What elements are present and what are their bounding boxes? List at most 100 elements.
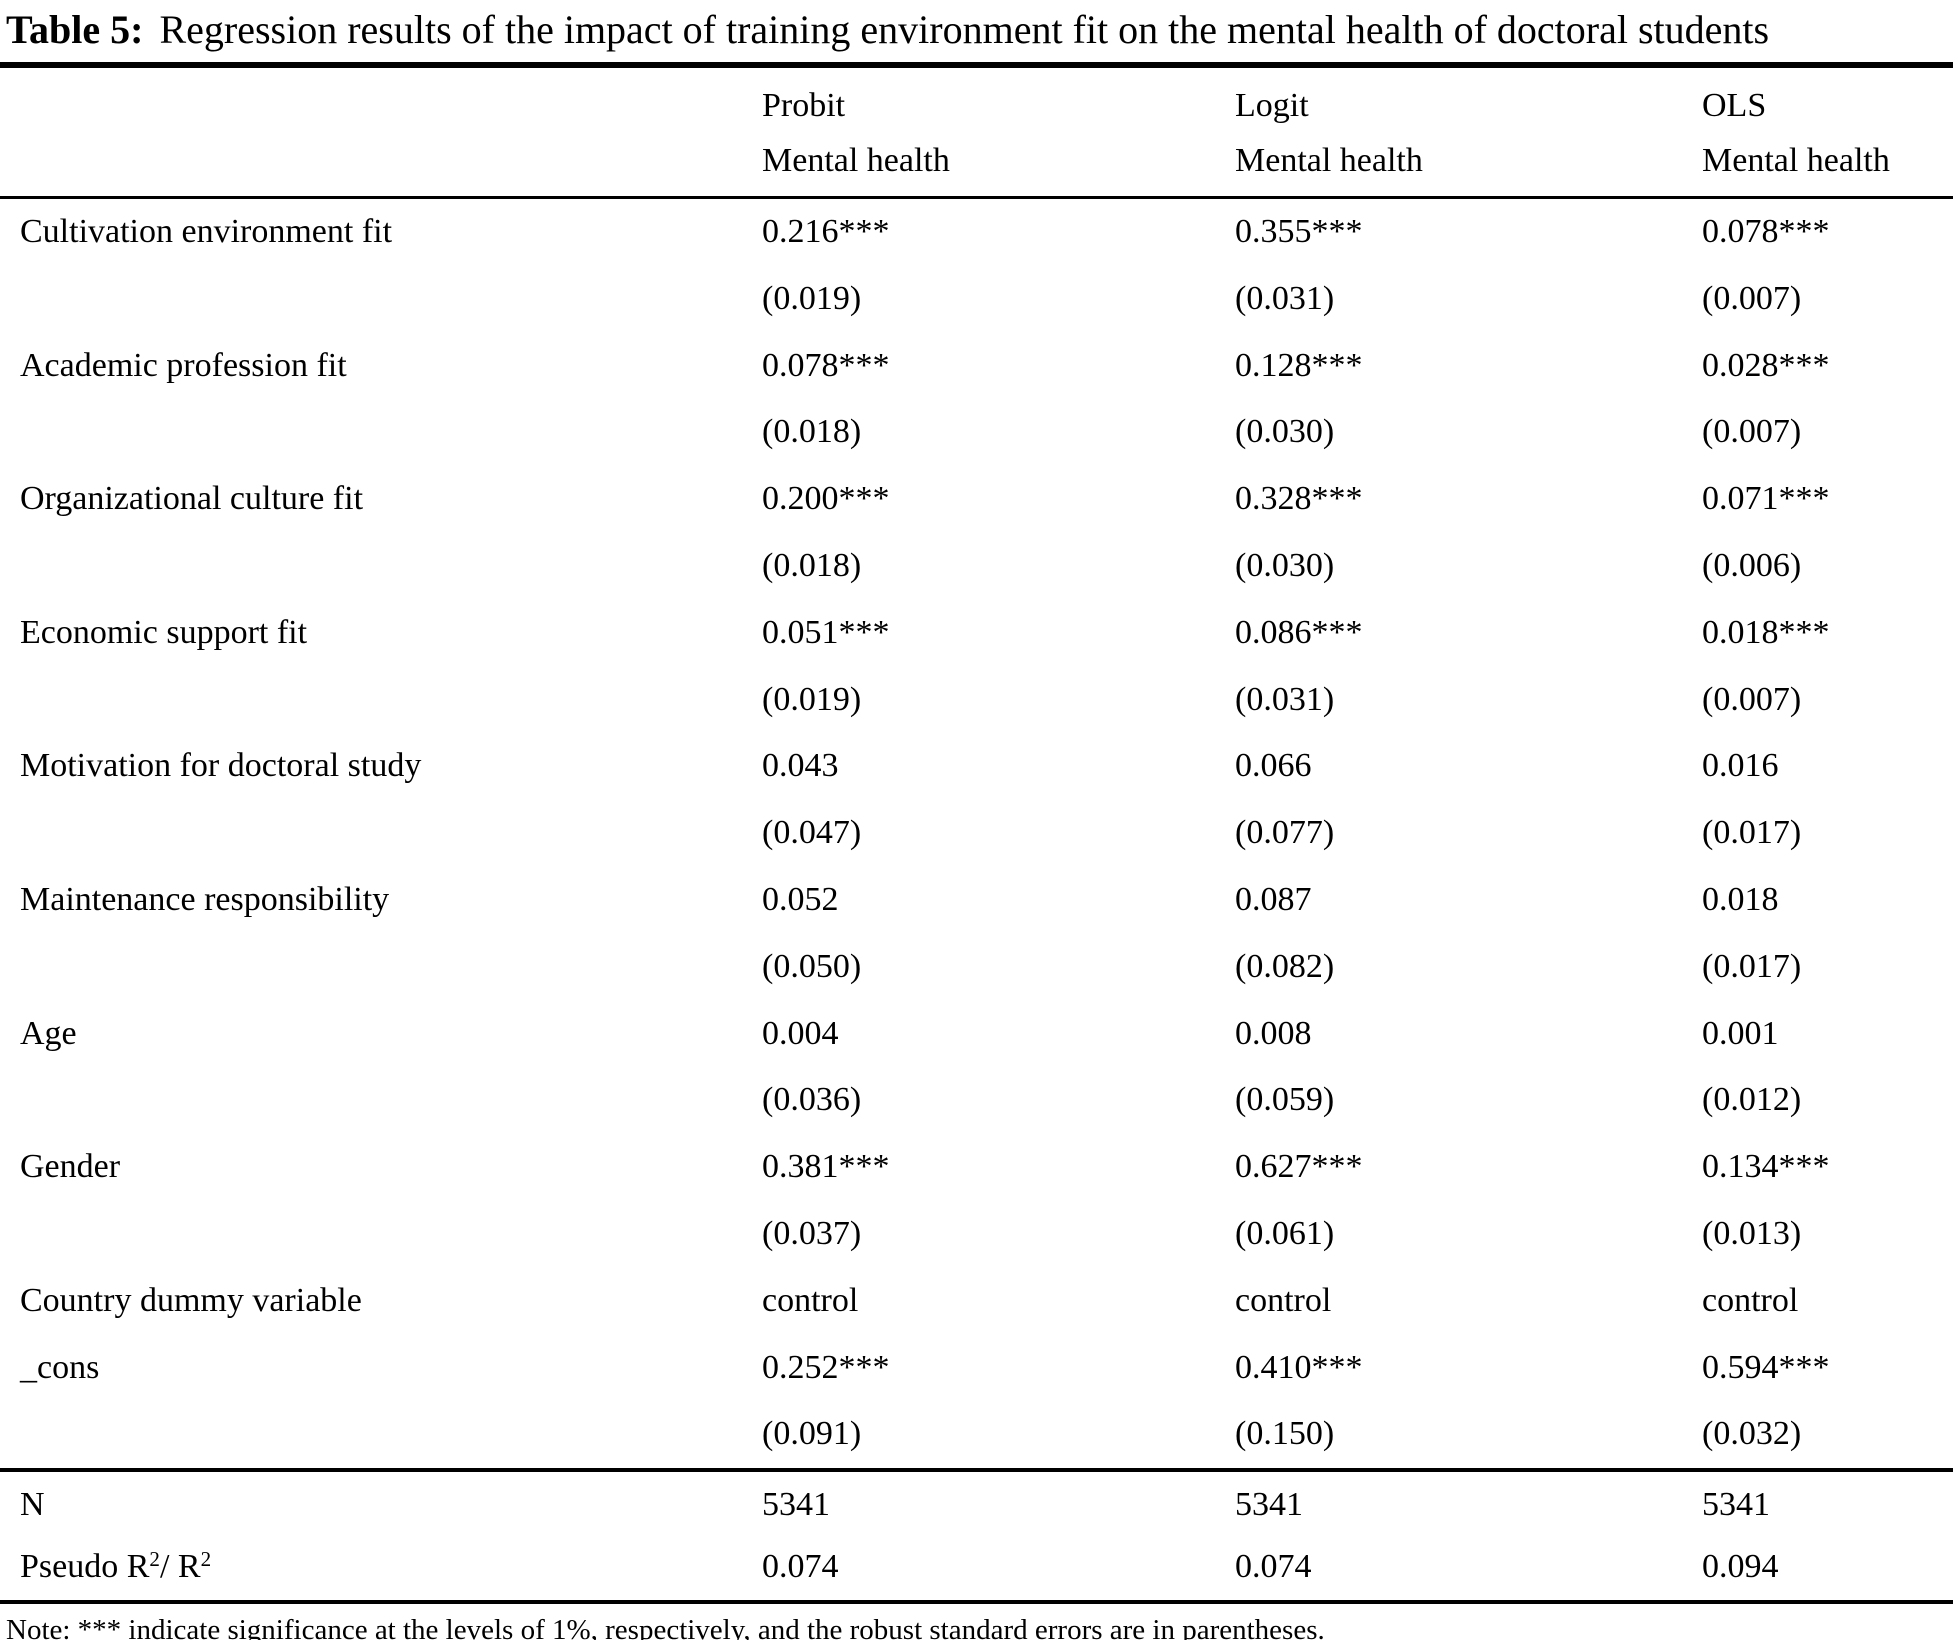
header-dv-row: Mental health Mental health Mental healt… — [0, 133, 1953, 188]
table-row: (0.018) (0.030) (0.007) — [0, 399, 1953, 466]
header-empty-cell — [20, 78, 762, 133]
logit-value: 0.627*** — [1235, 1148, 1363, 1186]
row-label — [20, 533, 762, 600]
table-header: Probit Logit OLS Mental health Mental he… — [0, 68, 1953, 196]
ols-value: 0.018*** — [1702, 613, 1830, 651]
probit-se: (0.037) — [762, 1214, 862, 1252]
top-rule — [0, 62, 1953, 68]
row-label — [20, 667, 762, 734]
header-dv-probit: Mental health — [762, 142, 950, 179]
pseudo-r2-row: Pseudo R2/ R2 0.074 0.074 0.094 — [0, 1536, 1953, 1598]
table-row: Age 0.004 0.008 0.001 — [0, 1001, 1953, 1068]
table-title-text: Regression results of the impact of trai… — [159, 7, 1770, 52]
ols-value: control — [1702, 1281, 1799, 1319]
ols-se: (0.017) — [1702, 947, 1802, 985]
probit-n: 5341 — [762, 1486, 830, 1524]
probit-value: 0.004 — [762, 1014, 839, 1052]
logit-se: (0.031) — [1235, 680, 1335, 718]
probit-se: (0.047) — [762, 814, 862, 852]
table-row: Maintenance responsibility 0.052 0.087 0… — [0, 867, 1953, 934]
row-label — [20, 934, 762, 1001]
ols-r2: 0.094 — [1702, 1548, 1779, 1586]
probit-se: (0.019) — [762, 279, 862, 317]
row-label: Age — [20, 1014, 77, 1052]
probit-r2: 0.074 — [762, 1548, 839, 1586]
probit-se: (0.019) — [762, 680, 862, 718]
ols-value: 0.018 — [1702, 880, 1779, 918]
probit-value: 0.200*** — [762, 480, 890, 518]
table-row: Organizational culture fit 0.200*** 0.32… — [0, 466, 1953, 533]
probit-value: 0.252*** — [762, 1348, 890, 1386]
row-label — [20, 399, 762, 466]
table-row: Economic support fit 0.051*** 0.086*** 0… — [0, 600, 1953, 667]
row-label: Organizational culture fit — [20, 480, 364, 518]
row-label: Academic profession fit — [20, 346, 347, 384]
pseudo-superscript: 2 — [149, 1546, 160, 1571]
table-row: Academic profession fit 0.078*** 0.128**… — [0, 333, 1953, 400]
logit-value: 0.410*** — [1235, 1348, 1363, 1386]
bottom-rule — [0, 1600, 1953, 1605]
row-label: _cons — [20, 1348, 100, 1386]
row-label: N — [20, 1486, 45, 1524]
logit-value: 0.355*** — [1235, 213, 1363, 250]
pseudo-label-part: Pseudo R — [20, 1548, 150, 1586]
ols-value: 0.134*** — [1702, 1148, 1830, 1186]
header-model-ols: OLS — [1702, 87, 1767, 124]
logit-se: (0.077) — [1235, 814, 1335, 852]
logit-r2: 0.074 — [1235, 1548, 1312, 1586]
ols-se: (0.017) — [1702, 814, 1802, 852]
probit-value: 0.051*** — [762, 613, 890, 651]
header-model-logit: Logit — [1235, 87, 1309, 124]
table-note: Note: *** indicate significance at the l… — [6, 1614, 1325, 1640]
pseudo-superscript: 2 — [200, 1546, 212, 1571]
ols-value: 0.078*** — [1702, 213, 1830, 250]
table-row: Country dummy variable control control c… — [0, 1268, 1953, 1335]
probit-se: (0.018) — [762, 546, 862, 584]
table-row: (0.019) (0.031) (0.007) — [0, 667, 1953, 734]
probit-value: 0.381*** — [762, 1148, 890, 1186]
probit-value: control — [762, 1281, 859, 1319]
ols-value: 0.071*** — [1702, 480, 1830, 518]
n-row: N 5341 5341 5341 — [0, 1474, 1953, 1536]
probit-se: (0.036) — [762, 1081, 862, 1119]
probit-se: (0.091) — [762, 1415, 862, 1453]
ols-se: (0.007) — [1702, 279, 1802, 317]
row-label — [20, 1201, 762, 1268]
row-label: Economic support fit — [20, 613, 308, 651]
probit-se: (0.050) — [762, 947, 862, 985]
row-label: Motivation for doctoral study — [20, 747, 422, 785]
logit-se: (0.031) — [1235, 279, 1335, 317]
row-label: Gender — [20, 1148, 121, 1186]
logit-value: 0.066 — [1235, 747, 1312, 785]
logit-value: 0.086*** — [1235, 613, 1363, 651]
logit-value: control — [1235, 1281, 1332, 1319]
table-row: (0.050) (0.082) (0.017) — [0, 934, 1953, 1001]
table-row: Cultivation environment fit 0.216*** 0.3… — [0, 199, 1953, 266]
footer-rule — [0, 1468, 1953, 1473]
row-label — [20, 1067, 762, 1134]
table-row: Gender 0.381*** 0.627*** 0.134*** — [0, 1134, 1953, 1201]
ols-se: (0.012) — [1702, 1081, 1802, 1119]
logit-se: (0.059) — [1235, 1081, 1335, 1119]
row-label: Country dummy variable — [20, 1281, 362, 1319]
probit-value: 0.216*** — [762, 213, 890, 250]
ols-n: 5341 — [1702, 1486, 1770, 1524]
ols-se: (0.007) — [1702, 680, 1802, 718]
logit-value: 0.087 — [1235, 880, 1312, 918]
probit-value: 0.043 — [762, 747, 839, 785]
row-label: Maintenance responsibility — [20, 880, 390, 918]
ols-se: (0.013) — [1702, 1214, 1802, 1252]
ols-se: (0.006) — [1702, 546, 1802, 584]
row-label — [20, 266, 762, 333]
ols-se: (0.032) — [1702, 1415, 1802, 1453]
table-row: Motivation for doctoral study 0.043 0.06… — [0, 733, 1953, 800]
logit-se: (0.082) — [1235, 947, 1335, 985]
table-footer: N 5341 5341 5341 Pseudo R2/ R2 0.074 0.0… — [0, 1472, 1953, 1600]
table-row: (0.018) (0.030) (0.006) — [0, 533, 1953, 600]
header-model-row: Probit Logit OLS — [0, 78, 1953, 133]
row-label — [20, 1401, 762, 1468]
table-row: (0.047) (0.077) (0.017) — [0, 800, 1953, 867]
pseudo-label-part: / R — [159, 1548, 201, 1586]
logit-se: (0.061) — [1235, 1214, 1335, 1252]
